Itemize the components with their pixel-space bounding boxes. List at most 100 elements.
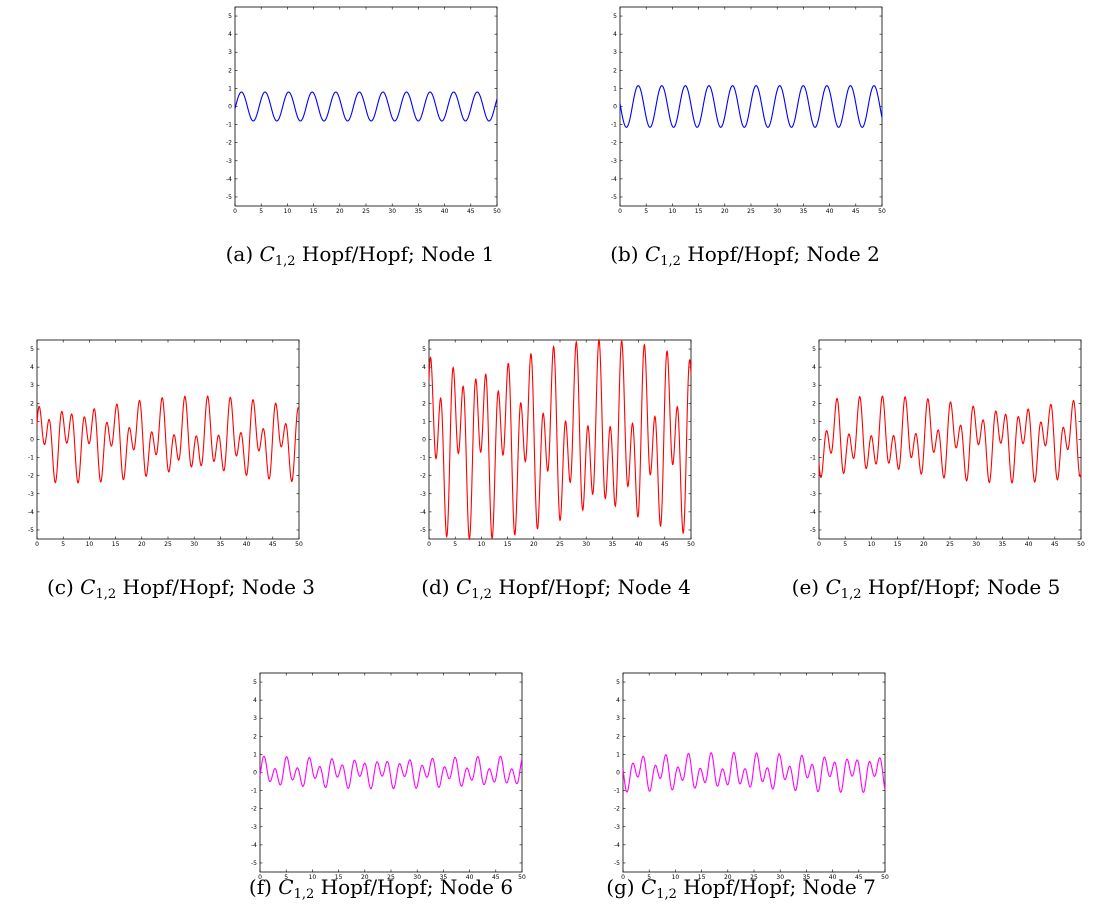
x-tick-label: 0 [621, 874, 625, 881]
x-tick-label: 15 [310, 208, 318, 215]
x-tick-label: 15 [894, 541, 902, 548]
x-tick-label: 5 [61, 541, 65, 548]
y-tick-label: -2 [226, 140, 232, 147]
x-tick-label: 30 [773, 208, 781, 215]
y-tick-label: -3 [420, 491, 426, 498]
x-tick-label: 0 [618, 208, 622, 215]
x-tick-label: 40 [1025, 541, 1033, 548]
series-line [36, 395, 300, 484]
x-tick-label: 40 [243, 541, 251, 548]
caption-subscript: 1,2 [840, 587, 862, 602]
x-tick-label: 10 [309, 874, 317, 881]
x-tick-label: 25 [362, 208, 370, 215]
y-tick-label: -2 [28, 473, 34, 480]
x-tick-label: 50 [493, 208, 501, 215]
chart-panel-f: 0 5 10 15 20 25 30 35 40 45 50 -5 -4 -3 -2 -1 0 1 2 3 4 5 [251, 669, 526, 881]
y-tick-label: 0 [616, 770, 620, 777]
y-tick-label: 4 [30, 364, 34, 371]
y-tick-label: 0 [812, 437, 816, 444]
series-line [818, 395, 1082, 484]
x-tick-label: 35 [609, 541, 617, 548]
x-tick-label: 45 [467, 208, 475, 215]
caption-subscript: 1,2 [95, 587, 117, 602]
y-tick-label: -1 [614, 788, 620, 795]
x-tick-label: 25 [387, 874, 395, 881]
y-tick-label: -4 [611, 176, 617, 183]
x-tick-label: 35 [999, 541, 1007, 548]
x-tick-label: 30 [388, 208, 396, 215]
y-tick-label: 2 [228, 67, 232, 74]
caption-e: (e) C1,2 Hopf/Hopf; Node 5 [745, 575, 1107, 607]
y-tick-label: 4 [422, 364, 426, 371]
y-tick-label: 2 [812, 400, 816, 407]
caption-label: (g) [606, 875, 635, 899]
y-tick-label: 0 [228, 104, 232, 111]
caption-b: (b) C1,2 Hopf/Hopf; Node 2 [565, 242, 925, 274]
y-tick-label: -1 [251, 788, 257, 795]
x-tick-label: 15 [504, 541, 512, 548]
y-tick-label: -4 [614, 842, 620, 849]
y-tick-label: -2 [420, 473, 426, 480]
caption-label: (e) [791, 575, 820, 599]
y-tick-label: -2 [810, 473, 816, 480]
x-tick-label: 50 [878, 208, 886, 215]
chart-panel-e: 0 5 10 15 20 25 30 35 40 45 50 -5 -4 -3 -2 -1 0 1 2 3 4 5 [810, 336, 1085, 548]
caption-symbol: C [80, 575, 96, 599]
y-tick-label: 5 [228, 13, 232, 20]
caption-text: Hopf/Hopf; Node 3 [122, 575, 315, 599]
x-tick-label: 35 [217, 541, 225, 548]
plot-frame [36, 339, 300, 540]
y-tick-label: 2 [253, 733, 257, 740]
x-tick-label: 50 [295, 541, 303, 548]
y-tick-label: -1 [810, 455, 816, 462]
plot-frame [428, 339, 692, 540]
y-tick-label: 4 [616, 697, 620, 704]
x-tick-label: 25 [164, 541, 172, 548]
y-tick-label: -5 [251, 860, 257, 867]
x-tick-label: 10 [672, 874, 680, 881]
caption-symbol: C [640, 875, 657, 899]
caption-label: (d) [421, 575, 450, 599]
x-tick-label: 35 [800, 208, 808, 215]
y-tick-label: 5 [616, 679, 620, 686]
caption-text: Hopf/Hopf; Node 1 [301, 242, 495, 266]
caption-label: (a) [225, 242, 254, 266]
y-tick-label: -3 [251, 824, 257, 831]
series-line [234, 91, 498, 122]
x-tick-label: 40 [466, 874, 474, 881]
x-tick-label: 50 [687, 541, 695, 548]
y-tick-label: -4 [810, 509, 816, 516]
y-tick-label: 3 [228, 49, 232, 56]
x-tick-label: 45 [855, 874, 863, 881]
y-tick-label: 4 [812, 364, 816, 371]
series-line [428, 338, 692, 541]
x-tick-label: 10 [478, 541, 486, 548]
x-tick-label: 0 [258, 874, 262, 881]
x-tick-label: 45 [852, 208, 860, 215]
caption-label: (c) [46, 575, 74, 599]
x-tick-label: 15 [335, 874, 343, 881]
y-tick-label: 3 [30, 382, 34, 389]
y-tick-label: -1 [420, 455, 426, 462]
caption-label: (f) [248, 875, 272, 899]
x-tick-label: 5 [284, 874, 288, 881]
y-tick-label: 2 [616, 733, 620, 740]
caption-c: (c) C1,2 Hopf/Hopf; Node 3 [0, 575, 362, 607]
y-tick-label: -5 [420, 527, 426, 534]
y-tick-label: 4 [253, 697, 257, 704]
y-tick-label: 5 [812, 346, 816, 353]
x-tick-label: 45 [661, 541, 669, 548]
y-tick-label: 1 [228, 85, 232, 92]
caption-subscript: 1,2 [293, 887, 315, 902]
caption-subscript: 1,2 [274, 254, 296, 269]
y-tick-label: 2 [422, 400, 426, 407]
x-tick-label: 0 [35, 541, 39, 548]
x-tick-label: 0 [817, 541, 821, 548]
x-tick-label: 50 [1077, 541, 1085, 548]
x-tick-label: 5 [843, 541, 847, 548]
chart-panel-c: 0 5 10 15 20 25 30 35 40 45 50 -5 -4 -3 -2 -1 0 1 2 3 4 5 [28, 336, 303, 548]
y-tick-label: 1 [616, 751, 620, 758]
